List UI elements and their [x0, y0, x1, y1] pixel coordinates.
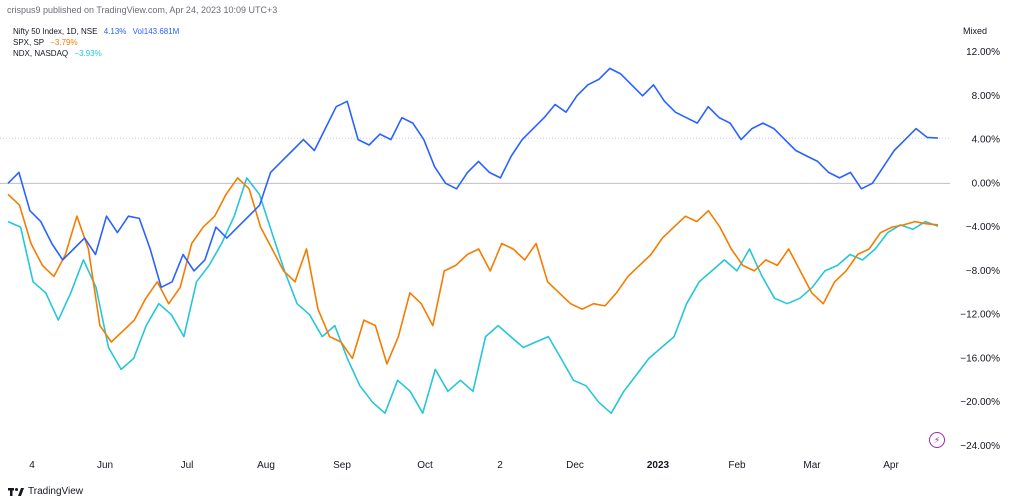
x-tick-label: Oct	[417, 460, 433, 471]
price-scale-mode[interactable]: Mixed	[963, 26, 988, 36]
x-tick-label: Dec	[566, 460, 584, 471]
footer: TradingView	[8, 486, 83, 497]
y-tick-label: −20.00%	[960, 397, 1000, 408]
legend-symbol: NDX, NASDAQ	[13, 49, 69, 58]
y-tick-label: 12.00%	[966, 47, 1000, 58]
y-tick-label: −12.00%	[960, 310, 1000, 321]
x-tick-label: 4	[29, 460, 35, 471]
legend-symbol: Nifty 50 Index, 1D, NSE	[13, 27, 98, 36]
y-tick-label: −4.00%	[966, 222, 1000, 233]
x-tick-label: Jun	[97, 460, 113, 471]
x-tick-label: Jul	[181, 460, 194, 471]
footer-brand[interactable]: TradingView	[28, 486, 84, 497]
y-tick-label: −8.00%	[966, 266, 1000, 277]
x-tick-label: Sep	[333, 460, 351, 471]
legend-item-ndx[interactable]: NDX, NASDAQ −3.93%	[13, 48, 179, 59]
y-tick-label: 8.00%	[972, 91, 1000, 102]
series-line-2	[7, 177, 939, 414]
y-tick-label: −16.00%	[960, 353, 1000, 364]
legend-symbol: SPX, SP	[13, 38, 44, 47]
x-tick-label: Feb	[728, 460, 746, 471]
x-tick-label: 2	[497, 460, 503, 471]
lightning-icon[interactable]: ⚡	[929, 432, 945, 448]
y-tick-label: 0.00%	[972, 178, 1000, 189]
legend-item-spx[interactable]: SPX, SP −3.79%	[13, 37, 179, 48]
legend-item-nifty[interactable]: Nifty 50 Index, 1D, NSE 4.13% Vol143.681…	[13, 26, 179, 37]
x-tick-label: Mar	[803, 460, 821, 471]
legend-value: −3.93%	[74, 49, 102, 58]
published-header: crispus9 published on TradingView.com, A…	[7, 5, 278, 15]
x-tick-label: Apr	[883, 460, 899, 471]
y-tick-label: 4.00%	[972, 135, 1000, 146]
legend-value: −3.79%	[50, 38, 78, 47]
legend-value: 4.13%	[103, 27, 127, 36]
series-line-1	[7, 177, 939, 365]
series-line-0	[7, 67, 939, 289]
x-tick-label: 2023	[647, 460, 670, 471]
y-tick-label: −24.00%	[960, 441, 1000, 452]
chart-legend: Nifty 50 Index, 1D, NSE 4.13% Vol143.681…	[13, 26, 179, 59]
tradingview-logo-icon	[8, 487, 24, 496]
x-tick-label: Aug	[257, 460, 275, 471]
legend-volume: Vol143.681M	[132, 27, 180, 36]
